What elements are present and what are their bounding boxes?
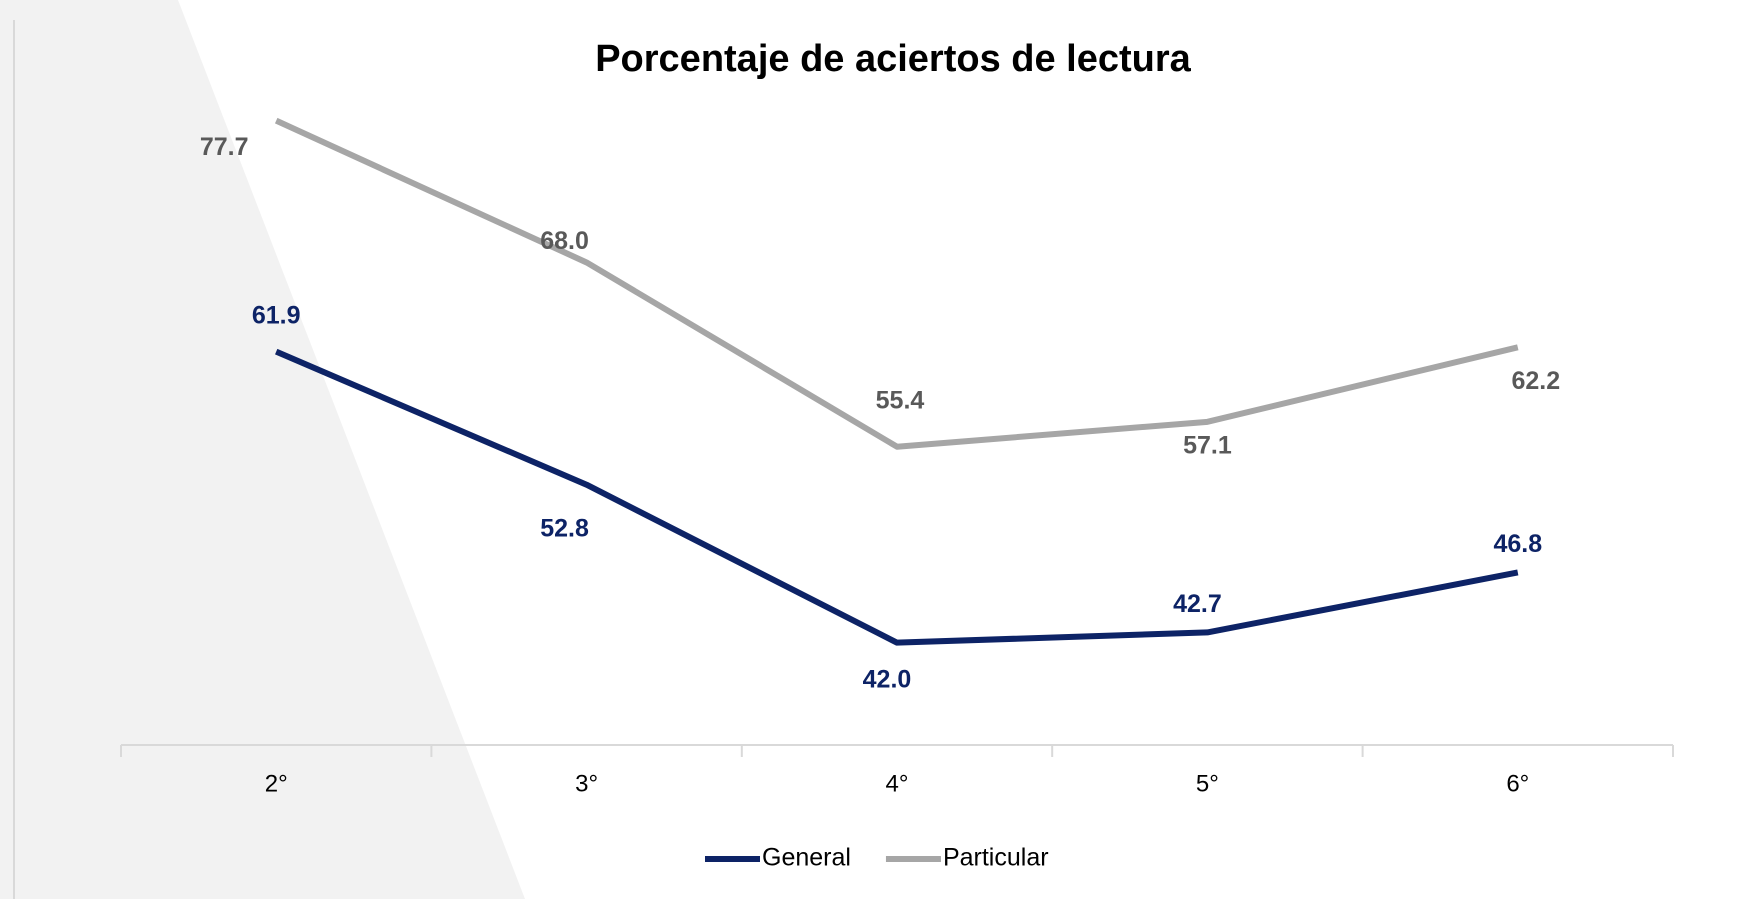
data-label: 42.7 <box>1173 590 1222 618</box>
data-label: 42.0 <box>863 665 912 693</box>
x-tick-label: 2° <box>265 770 288 797</box>
data-label: 61.9 <box>252 301 301 329</box>
data-label: 52.8 <box>540 514 589 542</box>
background-shape <box>0 0 525 899</box>
data-label: 68.0 <box>540 227 589 255</box>
legend-label: Particular <box>943 844 1049 872</box>
line-series <box>275 348 1519 646</box>
data-label: 77.7 <box>200 133 249 161</box>
x-tick-label: 4° <box>886 770 909 797</box>
data-label: 57.1 <box>1183 431 1232 459</box>
data-label: 62.2 <box>1511 367 1560 395</box>
line-series <box>274 117 1519 450</box>
data-label: 55.4 <box>876 386 925 414</box>
x-tick-label: 5° <box>1196 770 1219 797</box>
data-label: 46.8 <box>1493 530 1542 558</box>
chart-title: Porcentaje de aciertos de lectura <box>595 38 1191 80</box>
x-tick-label: 6° <box>1506 770 1529 797</box>
x-tick-label: 3° <box>575 770 598 797</box>
legend-label: General <box>762 844 851 872</box>
